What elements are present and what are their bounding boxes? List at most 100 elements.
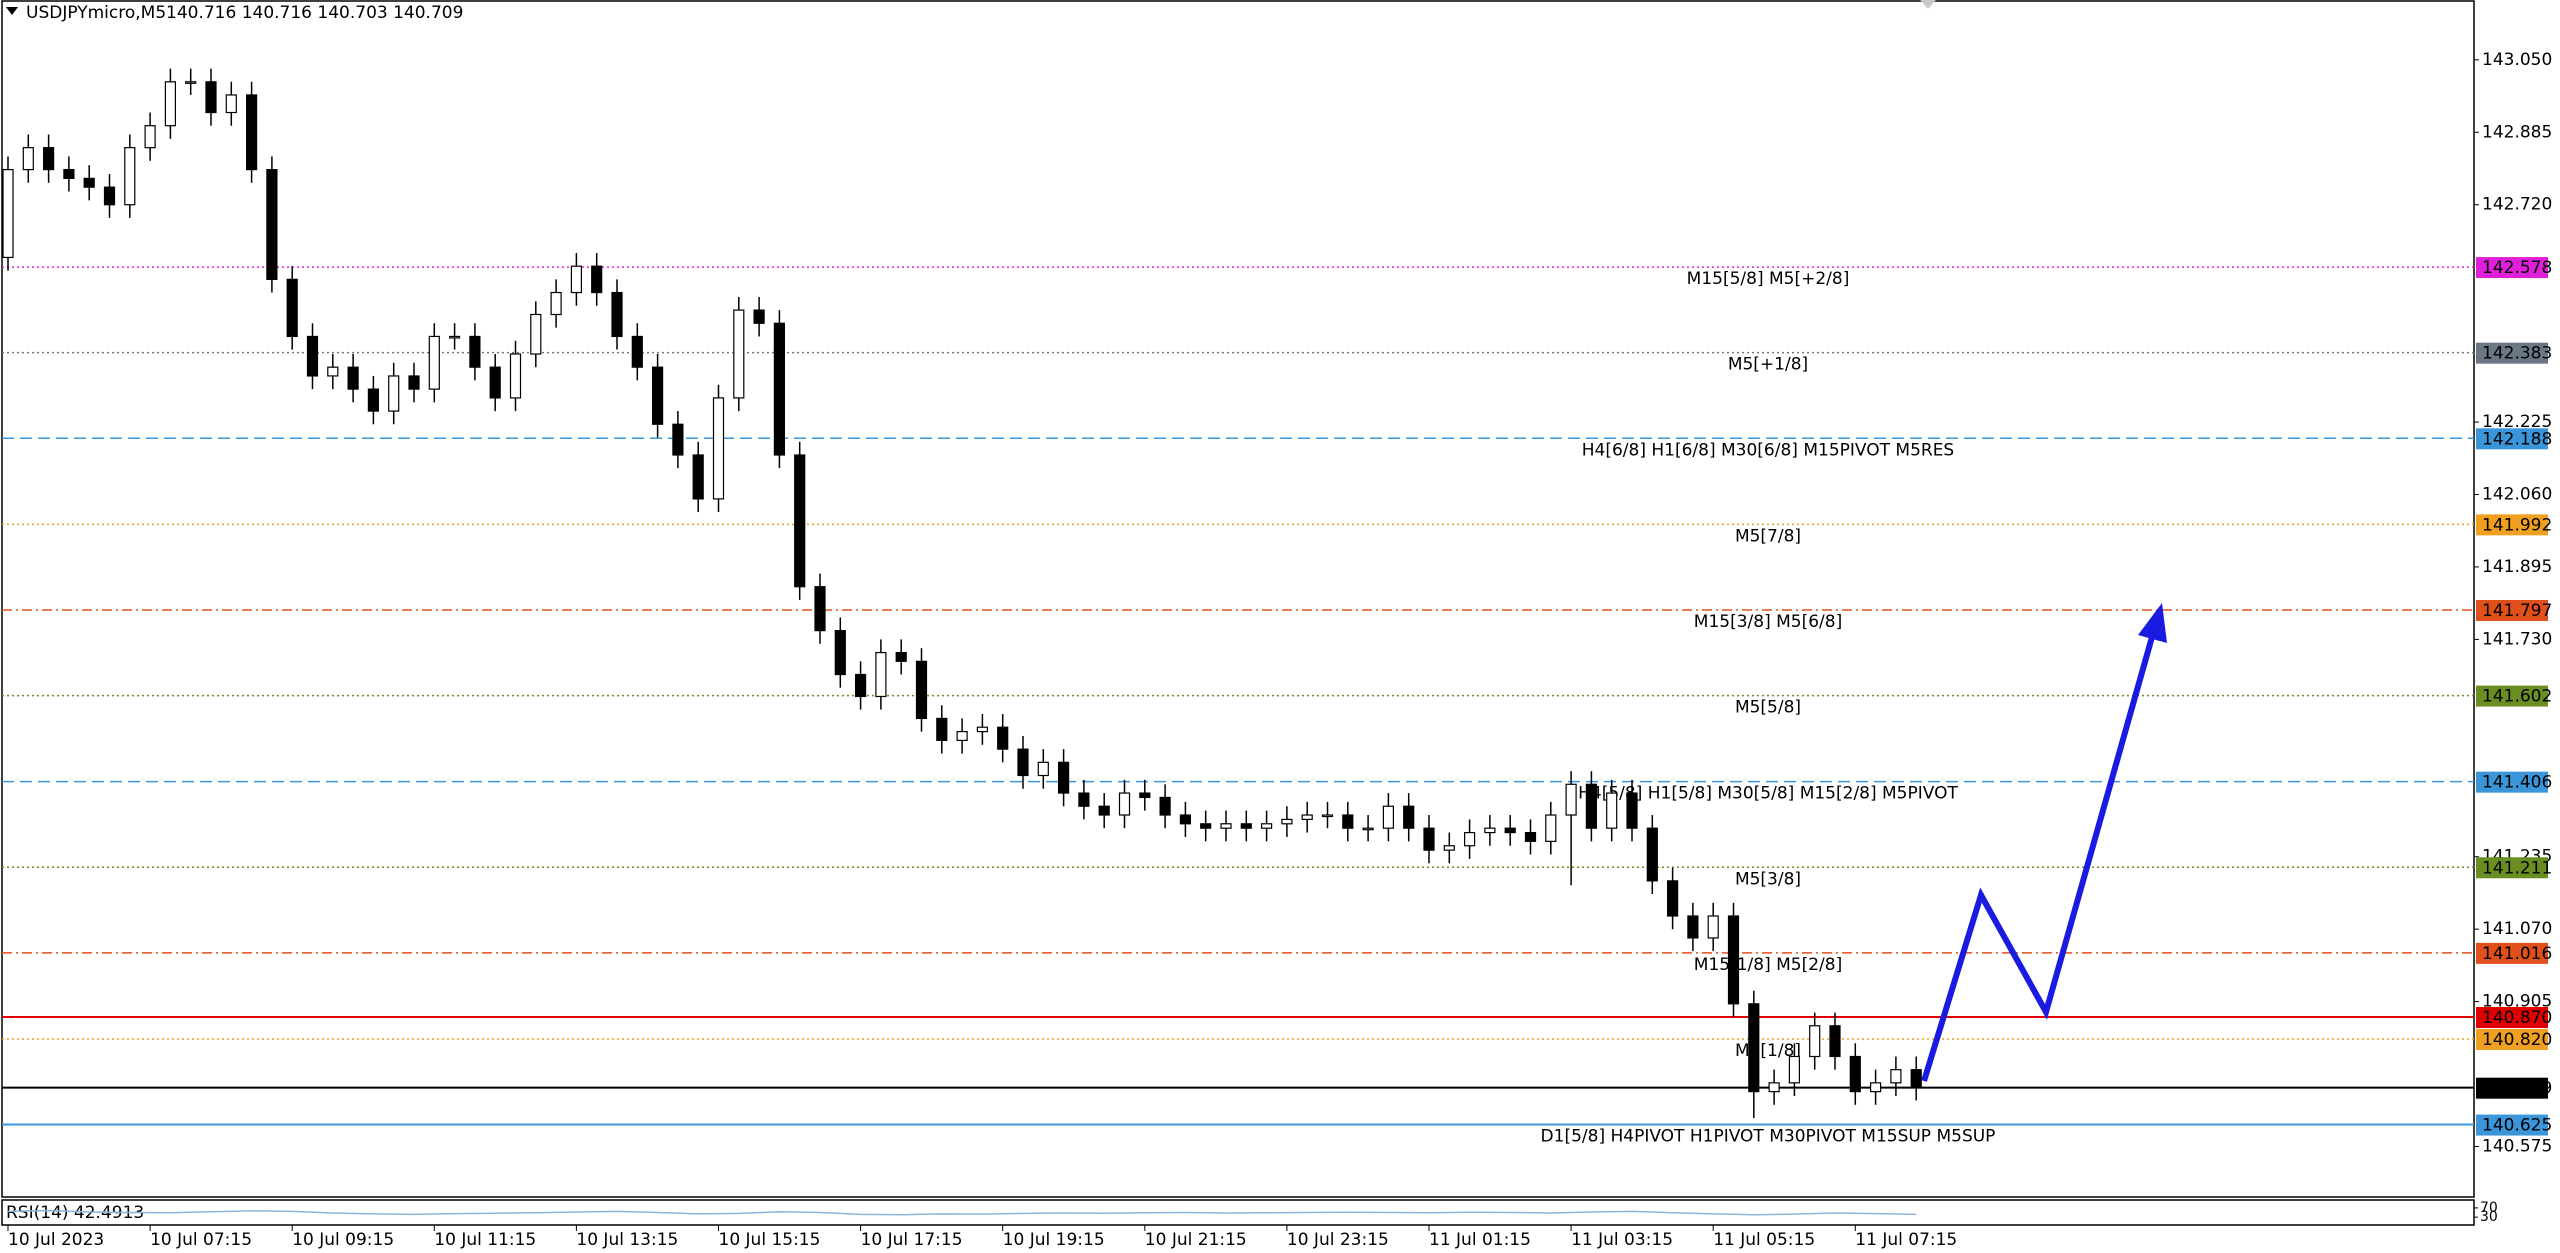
candle-body	[712, 397, 725, 500]
price-box-label: 141.016	[2482, 944, 2552, 964]
candle-body	[1585, 783, 1598, 829]
rsi-label: RSI(14) 42.4913	[6, 1203, 144, 1223]
candle-body	[976, 726, 989, 733]
candle-body	[814, 586, 826, 632]
candle-body	[773, 322, 786, 456]
candle-body	[1139, 792, 1151, 799]
candle-body	[1463, 831, 1476, 847]
candle-body	[266, 168, 278, 280]
main-panel-frame	[1, 0, 2475, 1198]
candle-body	[915, 660, 928, 720]
y-tick-label: 141.070	[2482, 919, 2552, 939]
x-tick-label: 10 Jul 09:15	[292, 1230, 394, 1250]
candle-body	[1382, 805, 1395, 829]
candle-body	[936, 717, 948, 741]
price-box-label: 141.602	[2482, 687, 2552, 707]
y-tick-label: 142.060	[2482, 485, 2552, 505]
price-box-label: 141.406	[2482, 773, 2552, 793]
candle-body	[1626, 792, 1638, 829]
price-box	[2476, 942, 2548, 964]
candle-body	[1342, 814, 1354, 829]
price-box	[2476, 428, 2548, 450]
x-tick-label: 10 Jul 19:15	[1003, 1230, 1105, 1250]
candle-body	[672, 423, 684, 456]
level-label: M15[5/8] M5[+2/8]	[1687, 269, 1850, 289]
level-label: M15[1/8] M5[2/8]	[1694, 955, 1842, 975]
price-box	[2476, 685, 2548, 707]
candle-body	[956, 730, 968, 741]
shift-marker	[1920, 0, 1936, 9]
candle-body	[22, 147, 34, 171]
candle-body	[1200, 823, 1212, 829]
candle-body	[1809, 1025, 1821, 1058]
forecast-arrowhead	[2138, 603, 2167, 643]
x-tick-label: 10 Jul 15:15	[719, 1230, 821, 1250]
candle-body	[408, 375, 420, 390]
candle-body	[103, 186, 116, 206]
level-label: M5[7/8]	[1735, 526, 1801, 546]
price-box	[2476, 1006, 2548, 1028]
candle-body	[1118, 792, 1131, 816]
candle-body	[306, 335, 319, 377]
candle-body	[1220, 823, 1232, 829]
x-tick-label: 10 Jul 2023	[8, 1230, 104, 1250]
candle-body	[124, 147, 136, 206]
candle-body	[854, 673, 867, 698]
candle-body	[2, 168, 14, 259]
candle-body	[63, 168, 75, 179]
y-tick-label: 142.885	[2482, 122, 2552, 142]
level-label: H4[5/8] H1[5/8] M30[5/8] M15[2/8] M5PIVO…	[1578, 784, 1958, 804]
candle-body	[895, 651, 907, 662]
price-box-label: 142.578	[2482, 258, 2552, 278]
price-box	[2476, 599, 2548, 621]
candle-body	[286, 278, 298, 338]
y-tick-label: 140.905	[2482, 992, 2552, 1012]
candle-body	[794, 454, 806, 588]
rsi-panel-frame	[1, 1199, 2475, 1226]
level-label: D1[5/8] H4PIVOT H1PIVOT M30PIVOT M15SUP …	[1541, 1127, 1996, 1147]
candle-body	[570, 265, 583, 294]
y-tick-label: 142.225	[2482, 412, 2552, 432]
candle-body	[1017, 748, 1029, 777]
x-tick-label: 10 Jul 23:15	[1287, 1230, 1389, 1250]
level-label: M15[3/8] M5[6/8]	[1694, 612, 1842, 632]
y-tick-label: 141.730	[2482, 629, 2552, 649]
candle-body	[449, 335, 461, 339]
price-box	[2476, 1077, 2548, 1099]
price-box-label: 140.709	[2482, 1079, 2552, 1099]
candle-body	[1098, 805, 1110, 816]
candle-body	[692, 454, 704, 500]
candle-body	[205, 81, 217, 114]
candle-body	[1869, 1082, 1882, 1093]
candle-body	[997, 726, 1009, 750]
price-box-label: 141.992	[2482, 515, 2552, 535]
symbol: USDJPYmicro,M5	[26, 3, 166, 23]
candle-body	[1159, 796, 1171, 816]
price-box-label: 141.797	[2482, 601, 2552, 621]
candle-body	[1646, 827, 1658, 882]
candle-body	[1078, 792, 1090, 807]
candle-body	[834, 630, 846, 676]
candle-body	[185, 81, 197, 84]
y-tick-label: 141.895	[2482, 557, 2552, 577]
level-label: M5[+1/8]	[1728, 355, 1808, 375]
candle-body	[1484, 827, 1496, 834]
x-tick-label: 10 Jul 17:15	[861, 1230, 963, 1250]
price-box-label: 140.820	[2482, 1030, 2552, 1050]
collapse-icon[interactable]	[6, 7, 18, 15]
candle-body	[1281, 818, 1293, 825]
candle-body	[1321, 814, 1334, 818]
candle-body	[1565, 783, 1577, 816]
candle-body	[388, 375, 400, 412]
candle-body	[1768, 1082, 1780, 1093]
candle-body	[225, 94, 237, 114]
candle-body	[1666, 880, 1679, 917]
rsi-tick-label: 30	[2480, 1209, 2498, 1225]
candle-body	[733, 309, 745, 399]
x-tick-label: 10 Jul 13:15	[576, 1230, 678, 1250]
candle-body	[509, 353, 522, 399]
candle-body	[1748, 1003, 1760, 1093]
candle-body	[1707, 915, 1719, 939]
